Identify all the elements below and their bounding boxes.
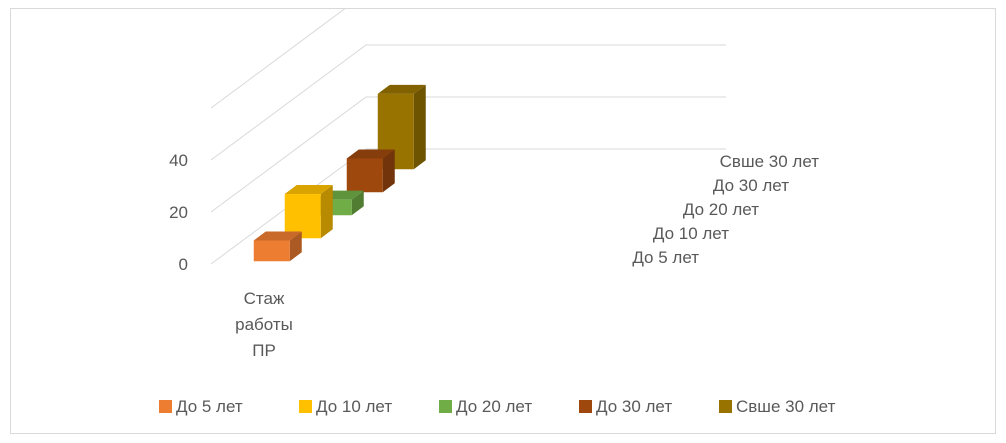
bar-side (413, 84, 426, 170)
bar-1 (253, 231, 302, 262)
legend-label: Свше 30 лет (736, 397, 836, 416)
depth-axis-labels: До 5 лет До 10 лет До 20 лет До 30 лет Свше … (632, 152, 819, 267)
gridline-60 (210, 9, 346, 109)
legend-item-3: До 20 лет (439, 397, 532, 416)
legend: До 5 лет До 10 лет До 20 лет До 30 лет Свше … (159, 397, 836, 416)
depth-label-5: Свше 30 лет (720, 152, 820, 171)
bar-front (346, 158, 383, 193)
depth-label-2: До 10 лет (653, 224, 729, 243)
legend-label: До 5 лет (176, 397, 243, 416)
legend-swatch (719, 400, 732, 413)
gridlines (210, 9, 726, 265)
depth-label-3: До 20 лет (683, 200, 759, 219)
bar-top (346, 149, 395, 159)
bar-top (284, 185, 333, 195)
chart-frame: 0 20 40 До 5 лет До 10 лет До 20 лет До 30 ле… (10, 8, 996, 434)
gridline-0 (210, 148, 726, 265)
bar-side (289, 231, 302, 262)
y-axis-ticks: 0 20 40 (169, 151, 188, 274)
bar-top (253, 231, 302, 241)
category-axis-label: Стаж работы ПР (235, 289, 293, 360)
bar-top (377, 84, 426, 94)
bar-2 (284, 185, 333, 239)
gridline-20 (210, 96, 726, 213)
depth-label-4: До 30 лет (713, 176, 789, 195)
legend-label: До 20 лет (456, 397, 532, 416)
bar-side (351, 190, 364, 216)
legend-label: До 30 лет (596, 397, 672, 416)
bar-4 (346, 149, 395, 193)
y-tick-label: 40 (169, 151, 188, 170)
depth-label-1: До 5 лет (632, 248, 699, 267)
bar-side (320, 185, 333, 239)
gridline-40 (210, 44, 726, 161)
chart-plot: 0 20 40 До 5 лет До 10 лет До 20 лет До 30 ле… (159, 9, 836, 416)
legend-swatch (579, 400, 592, 413)
category-label: Стаж работы ПР (235, 289, 293, 360)
legend-swatch (439, 400, 452, 413)
bar-front (284, 194, 321, 239)
legend-item-4: До 30 лет (579, 397, 672, 416)
bar-5 (377, 84, 426, 170)
legend-item-2: До 10 лет (299, 397, 392, 416)
y-tick-label: 20 (169, 203, 188, 222)
legend-swatch (159, 400, 172, 413)
bar-side (382, 149, 395, 193)
bars (253, 84, 426, 262)
legend-item-1: До 5 лет (159, 397, 243, 416)
legend-label: До 10 лет (316, 397, 392, 416)
y-tick-label: 0 (179, 255, 188, 274)
bar-front (253, 240, 290, 262)
legend-item-5: Свше 30 лет (719, 397, 836, 416)
legend-swatch (299, 400, 312, 413)
